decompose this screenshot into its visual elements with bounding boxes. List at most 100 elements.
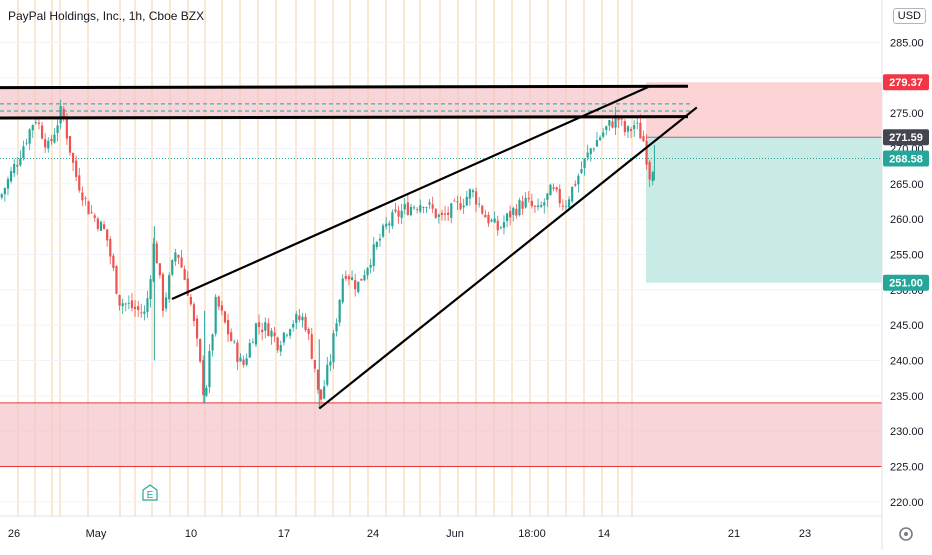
candle-body bbox=[571, 186, 574, 202]
candle-body bbox=[62, 108, 65, 119]
candle-body bbox=[521, 201, 524, 209]
candle-body bbox=[78, 175, 81, 191]
time-axis[interactable]: 26 May 10 17 24 Jun 18:00 14 21 23 bbox=[8, 528, 811, 540]
position-target-zone[interactable] bbox=[646, 137, 882, 283]
candles bbox=[0, 99, 655, 409]
candle-body bbox=[143, 311, 146, 314]
candle-body bbox=[468, 189, 471, 199]
candle-body bbox=[406, 202, 409, 215]
candle-body bbox=[626, 126, 630, 132]
candle-body bbox=[586, 152, 589, 158]
candle-body bbox=[313, 360, 316, 369]
candle-body bbox=[564, 205, 568, 207]
candle-body bbox=[329, 361, 332, 366]
candle-body bbox=[31, 124, 34, 131]
candle-body bbox=[146, 298, 149, 312]
candle-body bbox=[245, 358, 248, 365]
candle-body bbox=[425, 207, 428, 209]
candle-body bbox=[180, 257, 183, 268]
candle-body bbox=[37, 122, 41, 124]
price-label-bg bbox=[883, 274, 929, 291]
candle-body bbox=[474, 191, 478, 205]
candle-body bbox=[236, 342, 239, 363]
earnings-marker[interactable]: E bbox=[142, 484, 158, 501]
candle-body bbox=[561, 205, 564, 207]
candle-body bbox=[465, 196, 468, 206]
candle-body bbox=[422, 207, 425, 209]
price-label-bg bbox=[883, 129, 929, 146]
candle-body bbox=[620, 118, 623, 120]
candle-body bbox=[285, 334, 289, 336]
candle-body bbox=[9, 171, 13, 182]
price-label-text: 268.58 bbox=[889, 153, 923, 165]
x-tick-label: 21 bbox=[728, 528, 740, 540]
candle-body bbox=[199, 339, 202, 362]
candle-body bbox=[3, 188, 6, 195]
candle-body bbox=[598, 137, 602, 140]
candle-body bbox=[360, 278, 363, 281]
price-axis[interactable]: 285.00280.00275.00270.00265.00260.00255.… bbox=[890, 37, 924, 508]
trendline-resistance-bottom[interactable] bbox=[0, 115, 688, 120]
candle-body bbox=[40, 125, 44, 139]
candle-body bbox=[459, 203, 462, 210]
candle-body bbox=[378, 238, 382, 241]
candle-body bbox=[518, 200, 521, 216]
candle-body bbox=[34, 122, 37, 123]
price-label-target: 251.00 bbox=[883, 274, 929, 291]
candle-body bbox=[174, 252, 177, 262]
candle-body bbox=[211, 334, 214, 351]
candle-body bbox=[338, 299, 341, 323]
y-tick-label: 240.00 bbox=[890, 355, 924, 367]
candle-body bbox=[304, 316, 307, 331]
trendline-upper-wedge[interactable] bbox=[171, 85, 649, 301]
zone-support[interactable] bbox=[0, 402, 882, 467]
candle-body bbox=[412, 207, 416, 209]
candle-body bbox=[273, 332, 276, 337]
candle-body bbox=[186, 278, 189, 296]
candle-body bbox=[264, 322, 267, 331]
candle-body bbox=[189, 296, 192, 305]
price-label-text: 251.00 bbox=[889, 278, 923, 290]
candle-body bbox=[25, 142, 28, 144]
candle-body bbox=[183, 268, 186, 280]
candle-body bbox=[316, 369, 320, 390]
candle-body bbox=[233, 341, 236, 343]
candle-body bbox=[512, 207, 515, 215]
price-label-text: 271.59 bbox=[889, 132, 923, 144]
candle-body bbox=[217, 296, 220, 307]
candle-body bbox=[416, 209, 419, 211]
trendline-lower-wedge[interactable] bbox=[318, 106, 698, 410]
candle-body bbox=[524, 197, 527, 208]
candle-body bbox=[87, 201, 90, 215]
candle-body bbox=[388, 223, 391, 226]
candle-body bbox=[499, 227, 502, 229]
y-tick-label: 265.00 bbox=[890, 179, 924, 191]
gear-icon[interactable] bbox=[899, 527, 913, 541]
candle-body bbox=[84, 198, 87, 200]
y-tick-label: 220.00 bbox=[890, 497, 924, 509]
gear-icon-ring bbox=[899, 527, 913, 541]
currency-button[interactable]: USD bbox=[892, 8, 926, 24]
candle-body bbox=[505, 213, 509, 221]
candle-body bbox=[214, 296, 217, 334]
candle-body bbox=[295, 314, 298, 323]
candle-body bbox=[639, 122, 642, 139]
candle-body bbox=[533, 205, 537, 207]
candle-body bbox=[453, 200, 456, 202]
candle-body bbox=[614, 114, 617, 128]
candle-body bbox=[394, 209, 397, 212]
candle-body bbox=[118, 294, 121, 306]
position-stop-zone[interactable] bbox=[646, 82, 882, 138]
x-tick-label: Jun bbox=[446, 528, 464, 540]
candle-body bbox=[298, 315, 301, 320]
candle-body bbox=[347, 276, 351, 280]
x-tick-label: 14 bbox=[598, 528, 610, 540]
candle-body bbox=[555, 187, 558, 190]
candle-body bbox=[13, 164, 16, 174]
trendline-resistance-top[interactable] bbox=[0, 84, 688, 90]
candle-body bbox=[363, 275, 366, 281]
candle-body bbox=[50, 138, 53, 142]
candle-body bbox=[484, 214, 487, 218]
